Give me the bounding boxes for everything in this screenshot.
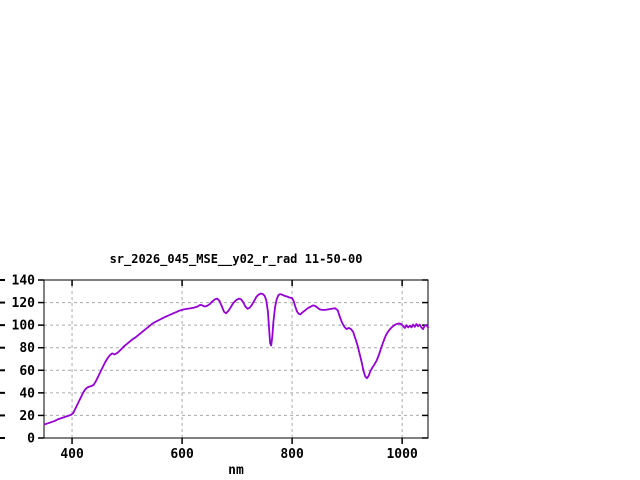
x-tick-label: 1000 <box>386 447 417 462</box>
x-tick-label: 600 <box>170 447 194 462</box>
spectrum-line <box>43 292 429 426</box>
y-tick-label: 0 <box>27 432 35 447</box>
y-tick-label: 100 <box>12 319 36 334</box>
x-axis-title: nm <box>228 463 244 478</box>
chart-title: sr_2026_045_MSE__y02_r_rad 11-50-00 <box>110 252 363 267</box>
x-tick-label: 400 <box>60 447 84 462</box>
grid-lines <box>44 280 428 438</box>
y-tick-label: 40 <box>19 386 35 401</box>
plot-border <box>43 279 429 439</box>
x-tick-label: 800 <box>280 447 304 462</box>
y-tick-label: 140 <box>12 274 36 289</box>
y-tick-label: 20 <box>19 409 35 424</box>
y-axis-labels: 0 20 40 60 80 100 120 140 <box>12 274 36 447</box>
x-axis-labels: 400 600 800 1000 <box>60 447 418 462</box>
left-edge-tick-marks <box>0 279 5 439</box>
y-tick-label: 80 <box>19 341 35 356</box>
y-tick-label: 60 <box>19 364 35 379</box>
y-tick-label: 120 <box>12 296 36 311</box>
